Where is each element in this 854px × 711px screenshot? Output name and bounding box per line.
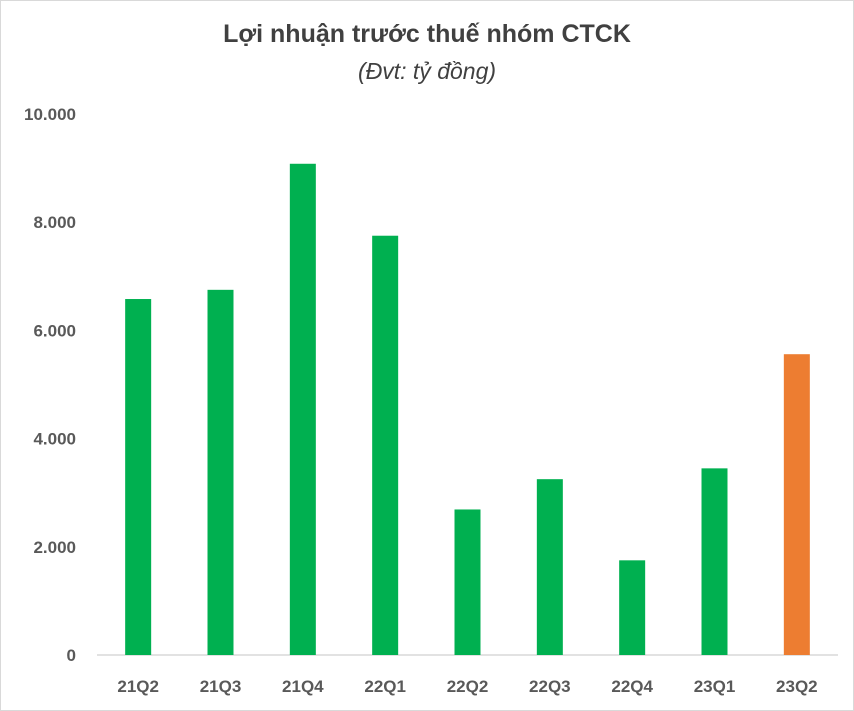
bar-23q1 bbox=[701, 468, 728, 655]
x-tick-label: 22Q3 bbox=[529, 677, 571, 696]
bars bbox=[125, 163, 810, 655]
bar-23q2 bbox=[783, 354, 810, 655]
x-tick-label: 22Q1 bbox=[364, 677, 406, 696]
bar-21q4 bbox=[289, 163, 316, 655]
bar-22q3 bbox=[536, 479, 563, 655]
bar-21q2 bbox=[125, 299, 152, 655]
chart-title: Lợi nhuận trước thuế nhóm CTCK bbox=[223, 20, 631, 48]
x-axis: 21Q2 21Q3 21Q4 22Q1 22Q2 22Q3 22Q4 23Q1 23Q2 bbox=[97, 654, 838, 696]
x-tick-label: 23Q2 bbox=[776, 677, 818, 696]
y-tick-label: 0 bbox=[67, 646, 76, 665]
y-axis: 0 2.000 4.000 6.000 8.000 10.000 bbox=[24, 105, 76, 665]
x-tick-label: 21Q3 bbox=[200, 677, 242, 696]
bar-22q2 bbox=[454, 509, 481, 655]
bar-21q3 bbox=[207, 289, 234, 655]
x-tick-label: 21Q4 bbox=[282, 677, 324, 696]
chart-subtitle: (Đvt: tỷ đồng) bbox=[357, 58, 497, 84]
bar-22q1 bbox=[372, 235, 399, 655]
bar-22q4 bbox=[619, 560, 646, 655]
y-tick-label: 2.000 bbox=[33, 538, 76, 557]
x-tick-label: 22Q4 bbox=[611, 677, 653, 696]
y-tick-label: 10.000 bbox=[24, 105, 76, 124]
y-tick-label: 4.000 bbox=[33, 430, 76, 449]
y-tick-label: 6.000 bbox=[33, 321, 76, 340]
x-tick-label: 23Q1 bbox=[694, 677, 736, 696]
x-tick-label: 21Q2 bbox=[117, 677, 159, 696]
x-tick-label: 22Q2 bbox=[447, 677, 489, 696]
y-tick-label: 8.000 bbox=[33, 213, 76, 232]
